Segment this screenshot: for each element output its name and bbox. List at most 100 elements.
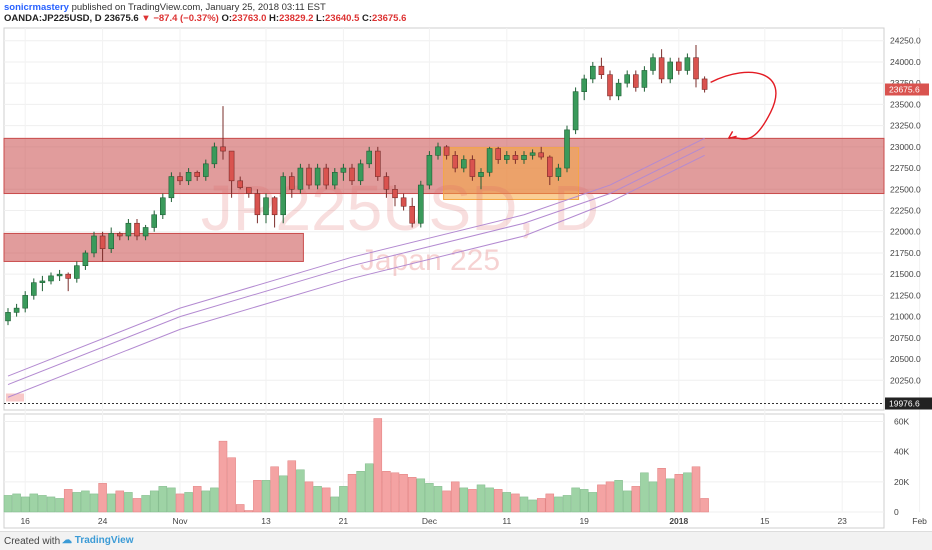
candle-body (443, 146, 450, 156)
volume-bar (321, 487, 331, 513)
price-tick-label: 21500.0 (890, 269, 921, 279)
volume-bar (296, 469, 305, 513)
volume-bar (158, 486, 168, 513)
candle-body (469, 159, 476, 177)
footer: Created with ☁ TradingView (0, 531, 932, 550)
candle-body (237, 180, 243, 188)
volume-bar (493, 489, 503, 513)
candle-body (56, 273, 63, 277)
volume-bar (304, 481, 314, 513)
candle-body (564, 129, 570, 169)
volume-bar (631, 486, 641, 513)
volume-bar (382, 471, 391, 513)
candle-body (641, 70, 648, 88)
candle-body (91, 235, 97, 254)
last-price-box (885, 83, 929, 96)
volume-bar (253, 480, 262, 513)
ma-line (7, 146, 705, 385)
volume-bar (55, 498, 64, 513)
published-text: published on TradingView.com, January 25… (71, 2, 326, 13)
volume-bar (588, 492, 598, 513)
candle-body (99, 235, 106, 250)
candle-body (521, 155, 527, 160)
arrow-annotation (710, 71, 777, 140)
price-tick-label: 23750.0 (890, 78, 921, 88)
price-tick-label: 21250.0 (890, 290, 921, 300)
candle-body (254, 193, 261, 216)
annotation-curve (710, 71, 777, 140)
volume-bar (12, 493, 21, 513)
price-tick-label: 23000.0 (890, 142, 921, 152)
price-chart[interactable]: JP225USD, D Japan 225 24250.0 24000.0 2375… (0, 0, 932, 532)
volume-bar (38, 495, 47, 513)
brand-label: TradingView (74, 535, 134, 546)
volume-bar (81, 490, 90, 513)
volume-bar (356, 471, 365, 513)
volume-bar (459, 487, 469, 513)
price-tick-label: 22750.0 (890, 163, 921, 173)
candle-body (13, 307, 20, 313)
candle-body (220, 146, 226, 152)
volume-bar (476, 484, 486, 513)
author-link[interactable]: sonicrmastery (4, 2, 69, 13)
volume-bar (201, 490, 211, 513)
candle-body (478, 172, 484, 177)
volume-bar (167, 487, 176, 513)
time-tick-label: 13 (261, 516, 271, 526)
volume-bar (141, 495, 150, 513)
close-value: 23675.6 (372, 13, 407, 24)
volume-bar (579, 489, 589, 513)
candle-body (529, 152, 536, 156)
candle-body (22, 295, 29, 309)
volume-bar (218, 440, 228, 513)
volume-bar (235, 504, 245, 513)
price-tick-label: 24000.0 (890, 57, 921, 67)
candle-body (538, 152, 545, 158)
volume-bar (571, 487, 580, 513)
candle-body (366, 150, 373, 165)
volume-bar (485, 487, 494, 513)
tradingview-logo[interactable]: ☁ TradingView (62, 535, 134, 546)
volume-bar (640, 472, 649, 513)
candle-body (65, 273, 71, 279)
candle-body (340, 167, 347, 173)
open-label: O: (221, 13, 233, 24)
candle-body (74, 265, 80, 279)
candle-body (701, 78, 708, 90)
price-tick-label: 22000.0 (890, 227, 921, 237)
candle-body (168, 176, 175, 199)
candle-body (306, 167, 312, 186)
candle-body (323, 167, 330, 186)
candle-body (194, 172, 200, 177)
candle-body (246, 187, 252, 194)
candle-body (349, 167, 355, 182)
candle-body (39, 280, 46, 283)
candle-body (503, 155, 510, 160)
candle-body (495, 148, 502, 160)
volume-bar (425, 483, 434, 513)
candle-body (624, 74, 631, 84)
volume-bar (270, 466, 279, 513)
time-tick-label: 19 (579, 516, 589, 526)
candle-body (314, 167, 321, 186)
volume-tick-label: 60K (894, 417, 909, 427)
candle-body (409, 205, 416, 224)
volume-bar (665, 478, 675, 513)
price-tick-label: 20500.0 (890, 354, 921, 364)
candle-body (693, 57, 699, 80)
candle-body (460, 159, 467, 169)
volume-bar (347, 474, 357, 513)
volume-bar (330, 496, 340, 513)
candle-body (555, 167, 562, 177)
moving-averages (7, 137, 705, 398)
volume-bar (313, 486, 322, 513)
open-value: 23763.0 (232, 13, 267, 24)
volume-bar (115, 490, 125, 513)
candle-body (400, 197, 407, 207)
candle-body (160, 197, 166, 216)
volume-bar (3, 495, 13, 513)
volume-bar (657, 468, 666, 513)
price-tick-label: 23250.0 (890, 121, 921, 131)
time-tick-label: 24 (98, 516, 108, 526)
